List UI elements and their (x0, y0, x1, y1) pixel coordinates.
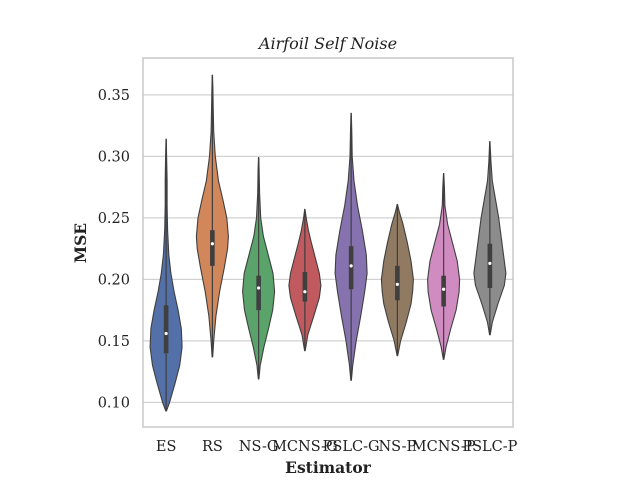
violin-median-point (210, 242, 214, 246)
y-tick-label: 0.10 (98, 395, 130, 411)
y-tick-label: 0.20 (98, 272, 130, 288)
x-tick-label: PSLC-G (323, 439, 380, 455)
y-tick-label: 0.35 (98, 88, 130, 104)
violin-median-point (488, 261, 492, 266)
x-axis-title: Estimator (285, 458, 372, 477)
violin-iqr-box (441, 275, 446, 307)
violin-iqr-box (302, 272, 308, 302)
y-tick-labels: 0.10 0.15 0.20 0.25 0.30 0.35 (98, 88, 130, 411)
x-tick-label: RS (202, 439, 223, 455)
x-tick-label: PSLC-P (462, 439, 517, 455)
violin-iqr-box (210, 230, 215, 266)
chart-title: Airfoil Self Noise (257, 34, 397, 53)
violin-median-point (164, 331, 168, 336)
violin-iqr-box (163, 305, 169, 354)
x-tick-label: MCNS-G (272, 439, 338, 455)
violin-median-point (257, 286, 261, 290)
violin-iqr-box (487, 243, 493, 289)
violin-iqr-box (256, 275, 261, 311)
violin-median-point (395, 282, 399, 286)
y-axis-title: MSE (71, 223, 90, 263)
y-tick-label: 0.25 (98, 211, 130, 227)
violin-iqr-box (348, 246, 354, 290)
violin-median-point (442, 287, 446, 291)
plot-frame (142, 57, 514, 428)
x-tick-label: NS-G (239, 439, 279, 455)
violin-median-point (349, 264, 353, 268)
y-tick-label: 0.30 (98, 149, 130, 165)
violin-median-point (303, 290, 307, 294)
x-tick-label: NS-P (378, 439, 416, 455)
x-tick-label: ES (156, 439, 177, 455)
x-tick-label: MCNS-P (412, 439, 476, 455)
violins (149, 74, 507, 412)
y-tick-label: 0.15 (98, 334, 130, 350)
